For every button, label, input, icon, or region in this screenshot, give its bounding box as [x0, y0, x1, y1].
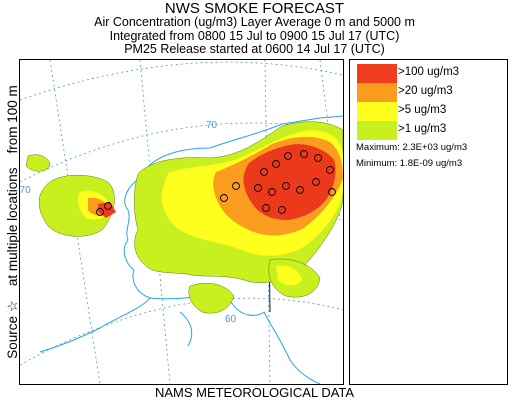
- legend-swatch-5: [357, 102, 397, 121]
- source-marker: [278, 206, 286, 214]
- integration-period: Integrated from 0800 15 Jul to 0900 15 J…: [109, 29, 400, 43]
- source-marker: [96, 208, 104, 216]
- layer-description: Air Concentration (ug/m3) Layer Average …: [94, 15, 415, 29]
- lon-140-line: [264, 59, 271, 385]
- source-marker: [328, 188, 336, 196]
- source-marker: [260, 168, 268, 176]
- map-canvas: 70 60 170 150 140: [14, 59, 349, 385]
- legend-swatch-100: [357, 64, 397, 83]
- source-marker: [104, 202, 112, 210]
- legend-label-1: >1 ug/m3: [398, 123, 447, 135]
- lat-70-line: [19, 122, 344, 183]
- minimum-value: Minimum: 1.8E-09 ug/m3: [356, 158, 463, 169]
- source-marker: [326, 166, 334, 174]
- source-marker: [268, 188, 276, 196]
- source-marker: [296, 186, 304, 194]
- source-marker: [232, 182, 240, 190]
- legend-label-100: >100 ug/m3: [398, 66, 460, 78]
- legend-label-5: >5 ug/m3: [398, 104, 447, 116]
- fire-source-markers: [96, 150, 336, 216]
- release-start: PM25 Release started at 0600 14 Jul 17 (…: [124, 42, 385, 56]
- source-marker: [312, 178, 320, 186]
- lat-70-label: 70: [206, 120, 218, 131]
- locations-label: at multiple locations: [5, 167, 20, 287]
- source-label: Source ☆: [5, 300, 20, 359]
- lon-170-label: 170: [20, 185, 31, 196]
- source-marker: [220, 194, 228, 202]
- kenai-coast: [179, 311, 193, 347]
- legend-label-20: >20 ug/m3: [398, 85, 453, 97]
- north-coast: [139, 115, 344, 179]
- source-marker: [254, 184, 262, 192]
- source-marker: [272, 160, 280, 168]
- smoke-map: 70 60 170 150 140: [14, 59, 349, 385]
- source-marker: [300, 150, 308, 158]
- maximum-value: Maximum: 2.3E+03 ug/m3: [356, 142, 468, 153]
- data-source-label: NAMS METEOROLOGICAL DATA: [154, 385, 355, 400]
- legend-swatch-20: [357, 83, 397, 102]
- legend-swatch-1: [357, 121, 397, 140]
- height-label: from 100 m: [5, 85, 20, 154]
- source-marker: [314, 154, 322, 162]
- source-marker: [282, 182, 290, 190]
- source-marker: [262, 204, 270, 212]
- secondary-plume-core: [276, 265, 302, 286]
- lon-150-line: [139, 59, 171, 385]
- forecast-title: NWS SMOKE FORECAST: [164, 0, 345, 17]
- west-coast: [39, 177, 151, 353]
- source-marker: [284, 152, 292, 160]
- lat-80-line: [19, 61, 344, 101]
- lat-60-label: 60: [225, 314, 237, 325]
- concentration-legend: >100 ug/m3 >20 ug/m3 >5 ug/m3 >1 ug/m3 M…: [349, 59, 508, 385]
